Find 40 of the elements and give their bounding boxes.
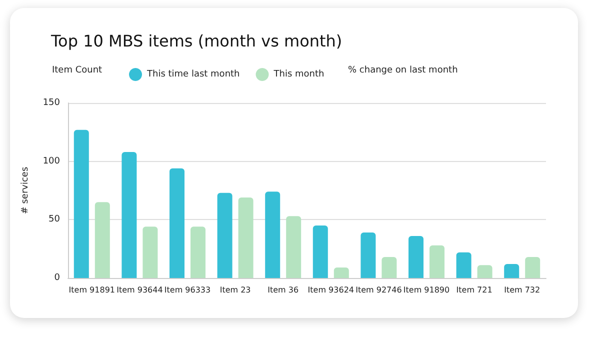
bar (312, 226, 328, 278)
bar (122, 152, 137, 278)
bar (170, 168, 184, 278)
bar (408, 236, 424, 278)
bar (456, 252, 472, 278)
text: Item Count (52, 66, 103, 76)
bar (190, 226, 206, 278)
y-axis-title: # services (20, 166, 30, 214)
bar (334, 268, 349, 278)
bar (142, 226, 158, 278)
bar (265, 192, 280, 278)
bar (74, 130, 89, 278)
y-tick-label: 50 (48, 214, 60, 225)
legend-label: This time last month (146, 70, 240, 80)
chart-title: Top 10 MBS items (month vs month) (50, 32, 342, 50)
x-tick-label: Item 91891 (68, 286, 115, 294)
bar (430, 245, 444, 278)
y-tick-label: 0 (54, 273, 60, 283)
x-tick-label: Item 92746 (356, 286, 402, 294)
bar (525, 257, 540, 278)
y-tick-label: 150 (42, 98, 60, 108)
bar (477, 265, 492, 278)
legend-label: This month (272, 70, 324, 80)
bar (382, 257, 397, 278)
x-tick-label: Item 23 (220, 286, 251, 294)
x-tick-label: Item 93624 (308, 286, 354, 294)
bar (217, 192, 232, 278)
bar (94, 202, 110, 278)
text: % change on last month (348, 66, 458, 76)
bar (504, 264, 520, 278)
x-tick-label: Item 36 (268, 286, 299, 294)
x-tick-label: Item 721 (456, 286, 492, 294)
x-tick-label: Item 732 (504, 286, 540, 294)
x-tick-label: Item 91890 (403, 286, 450, 294)
x-tick-label: Item 93644 (116, 286, 163, 294)
x-tick-label: Item 96333 (164, 286, 211, 294)
bar (360, 232, 376, 278)
bar (286, 216, 302, 278)
bar (238, 198, 254, 278)
y-tick-label: 100 (42, 156, 60, 166)
